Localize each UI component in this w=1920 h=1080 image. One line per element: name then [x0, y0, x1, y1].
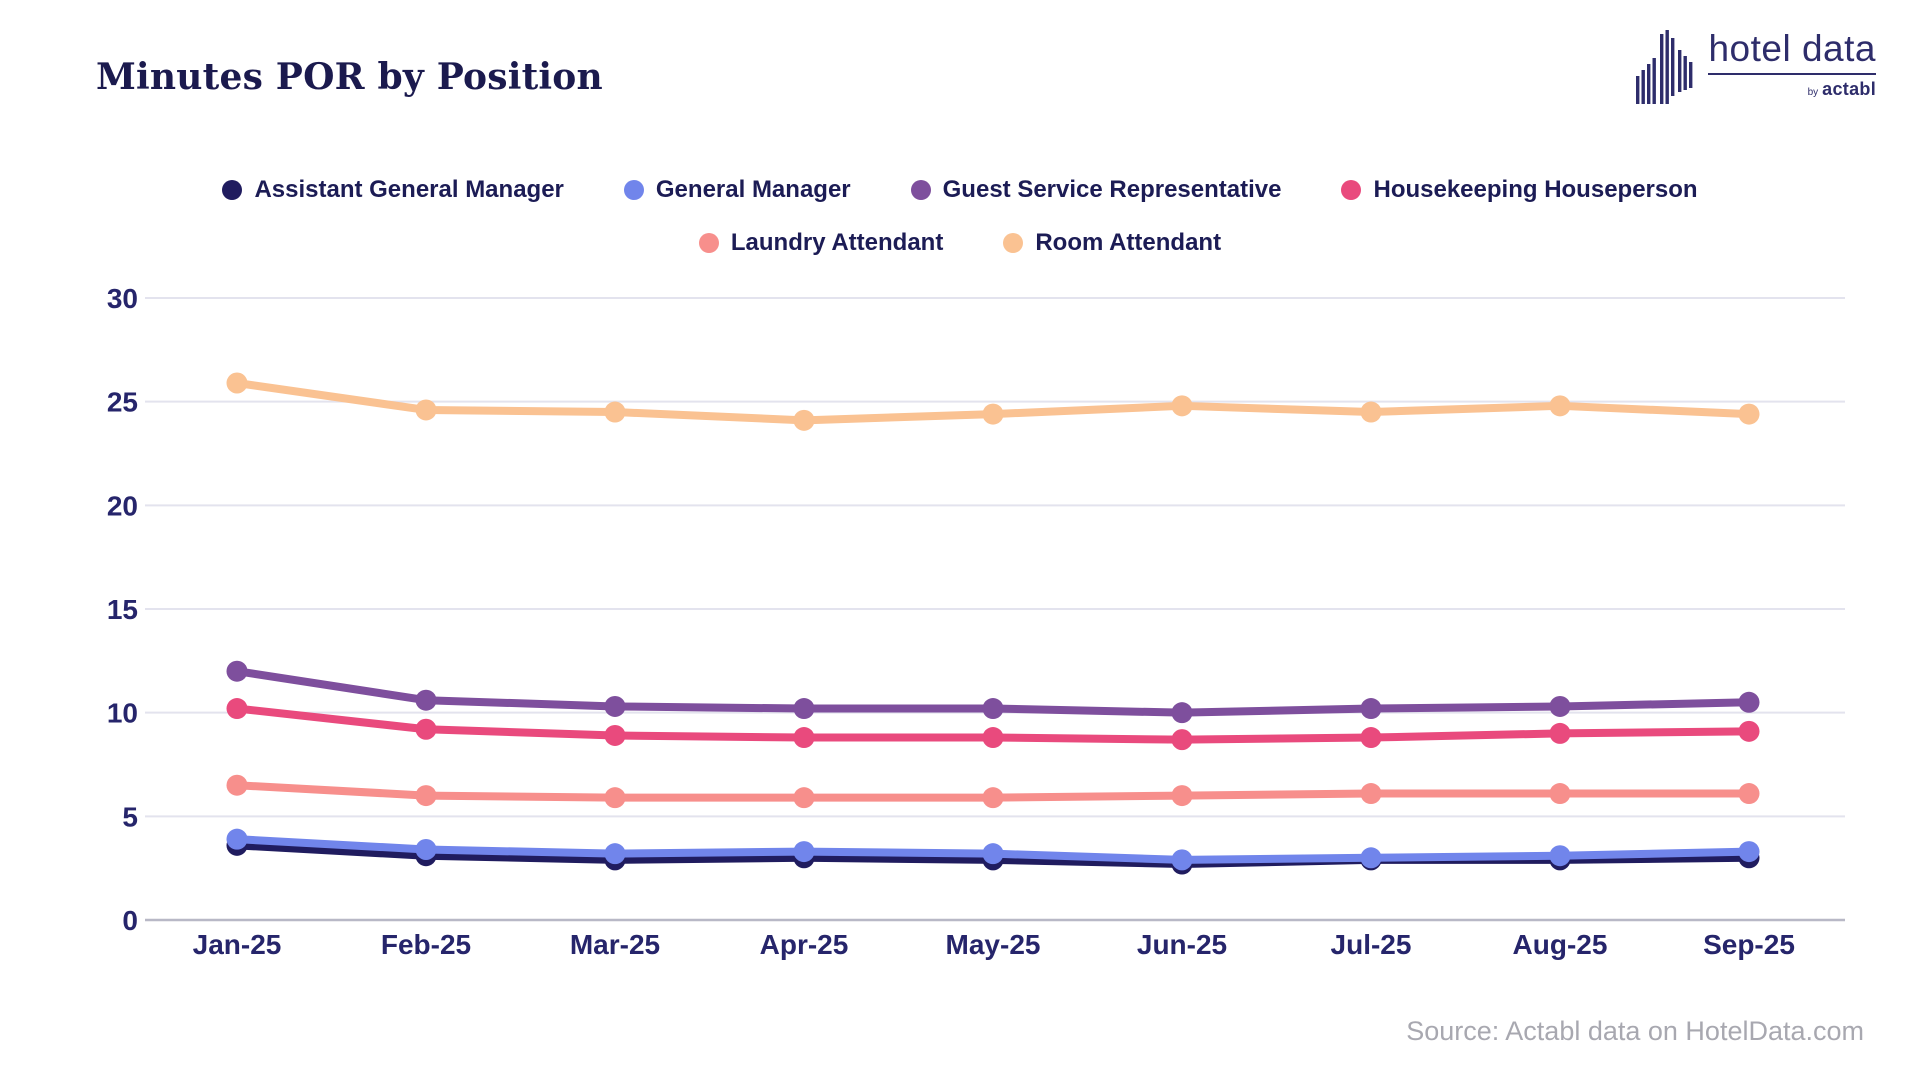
data-point-room-attendant-May-25 [982, 403, 1004, 425]
data-point-room-attendant-Jun-25 [1171, 395, 1193, 417]
data-point-room-attendant-Sep-25 [1738, 403, 1760, 425]
legend-item-room-attendant[interactable]: Room Attendant [1003, 229, 1221, 257]
data-point-laundry-attendant-Sep-25 [1738, 783, 1760, 805]
data-point-guest-service-representative-Jun-25 [1171, 702, 1193, 724]
page-title: Minutes POR by Position [96, 56, 603, 98]
hotel-data-logo: hotel data by actabl [1636, 28, 1876, 113]
legend-item-housekeeping-houseperson[interactable]: Housekeeping Houseperson [1341, 176, 1698, 204]
logo-byline: by actabl [1808, 79, 1876, 100]
y-tick-label: 0 [122, 905, 138, 936]
data-point-laundry-attendant-May-25 [982, 787, 1004, 809]
data-point-room-attendant-Jan-25 [226, 372, 248, 394]
legend-label: General Manager [655, 176, 851, 203]
data-point-housekeeping-houseperson-Apr-25 [793, 727, 815, 749]
data-point-guest-service-representative-Sep-25 [1738, 691, 1760, 713]
data-point-housekeeping-houseperson-Mar-25 [604, 724, 626, 746]
data-point-laundry-attendant-Mar-25 [604, 787, 626, 809]
x-tick-label: Jan-25 [193, 929, 282, 960]
data-point-general-manager-Aug-25 [1549, 845, 1571, 867]
y-tick-label: 20 [107, 490, 138, 521]
data-point-general-manager-May-25 [982, 843, 1004, 865]
legend-item-laundry-attendant[interactable]: Laundry Attendant [698, 229, 944, 257]
data-point-laundry-attendant-Feb-25 [415, 785, 437, 807]
logo-wordmark: hotel data by actabl [1708, 28, 1876, 100]
x-tick-label: Aug-25 [1513, 929, 1608, 960]
data-point-room-attendant-Jul-25 [1360, 401, 1382, 423]
legend-row: Laundry Attendant Room Attendant [698, 229, 1221, 257]
x-tick-label: Feb-25 [381, 929, 471, 960]
data-point-housekeeping-houseperson-Feb-25 [415, 718, 437, 740]
legend-dot-icon [1003, 233, 1024, 253]
legend-dot-icon [698, 233, 719, 253]
data-point-guest-service-representative-Aug-25 [1549, 695, 1571, 717]
data-point-guest-service-representative-Jul-25 [1360, 698, 1382, 720]
legend-label: Guest Service Representative [942, 176, 1282, 203]
data-point-guest-service-representative-Jan-25 [226, 660, 248, 682]
data-point-general-manager-Apr-25 [793, 841, 815, 863]
data-point-general-manager-Feb-25 [415, 839, 437, 861]
x-tick-label: Apr-25 [760, 929, 849, 960]
data-point-guest-service-representative-Mar-25 [604, 695, 626, 717]
data-point-housekeeping-houseperson-Jan-25 [226, 698, 248, 720]
data-point-housekeeping-houseperson-Sep-25 [1738, 720, 1760, 742]
legend-dot-icon [623, 180, 644, 200]
skyline-bars-icon [1636, 30, 1694, 113]
source-caption: Source: Actabl data on HotelData.com [1406, 1016, 1864, 1046]
y-tick-label: 25 [107, 387, 138, 418]
legend-label: Housekeeping Houseperson [1373, 176, 1698, 203]
data-point-guest-service-representative-Apr-25 [793, 698, 815, 720]
data-point-general-manager-Mar-25 [604, 843, 626, 865]
y-tick-label: 15 [107, 594, 138, 625]
data-point-guest-service-representative-Feb-25 [415, 689, 437, 711]
data-point-laundry-attendant-Jun-25 [1171, 785, 1193, 807]
legend-item-assistant-general-manager[interactable]: Assistant General Manager [222, 176, 564, 204]
legend-label: Laundry Attendant [730, 229, 944, 256]
legend-row: Assistant General Manager General Manager… [222, 176, 1698, 204]
logo-by-prefix: by [1807, 86, 1819, 98]
data-point-housekeeping-houseperson-May-25 [982, 727, 1004, 749]
legend-label: Assistant General Manager [254, 176, 564, 203]
data-point-housekeeping-houseperson-Jul-25 [1360, 727, 1382, 749]
data-point-general-manager-Sep-25 [1738, 841, 1760, 863]
legend-label: Room Attendant [1035, 229, 1222, 256]
data-point-housekeeping-houseperson-Jun-25 [1171, 729, 1193, 751]
legend-item-general-manager[interactable]: General Manager [623, 176, 851, 204]
data-point-housekeeping-houseperson-Aug-25 [1549, 722, 1571, 744]
x-tick-label: Jun-25 [1137, 929, 1227, 960]
data-point-room-attendant-Apr-25 [793, 409, 815, 431]
data-point-laundry-attendant-Apr-25 [793, 787, 815, 809]
data-point-room-attendant-Feb-25 [415, 399, 437, 421]
data-point-room-attendant-Mar-25 [604, 401, 626, 423]
y-tick-label: 30 [107, 283, 138, 314]
legend-dot-icon [1341, 180, 1362, 200]
data-point-guest-service-representative-May-25 [982, 698, 1004, 720]
data-point-laundry-attendant-Jan-25 [226, 774, 248, 796]
logo-name: hotel data [1708, 28, 1876, 69]
data-point-room-attendant-Aug-25 [1549, 395, 1571, 417]
logo-by-brand: actabl [1822, 78, 1876, 99]
legend-item-guest-service-representative[interactable]: Guest Service Representative [910, 176, 1282, 204]
data-point-laundry-attendant-Jul-25 [1360, 783, 1382, 805]
x-tick-label: Sep-25 [1703, 929, 1795, 960]
legend-dot-icon [910, 180, 931, 200]
data-point-general-manager-Jan-25 [226, 828, 248, 850]
data-point-general-manager-Jul-25 [1360, 847, 1382, 869]
y-tick-label: 10 [107, 698, 138, 729]
y-tick-label: 5 [122, 801, 138, 832]
x-tick-label: Jul-25 [1331, 929, 1412, 960]
data-point-laundry-attendant-Aug-25 [1549, 783, 1571, 805]
x-tick-label: May-25 [946, 929, 1041, 960]
legend-dot-icon [222, 180, 243, 200]
logo-underline [1708, 72, 1876, 75]
chart-legend: Assistant General Manager General Manager… [0, 176, 1920, 257]
data-point-general-manager-Jun-25 [1171, 849, 1193, 871]
x-tick-label: Mar-25 [570, 929, 660, 960]
